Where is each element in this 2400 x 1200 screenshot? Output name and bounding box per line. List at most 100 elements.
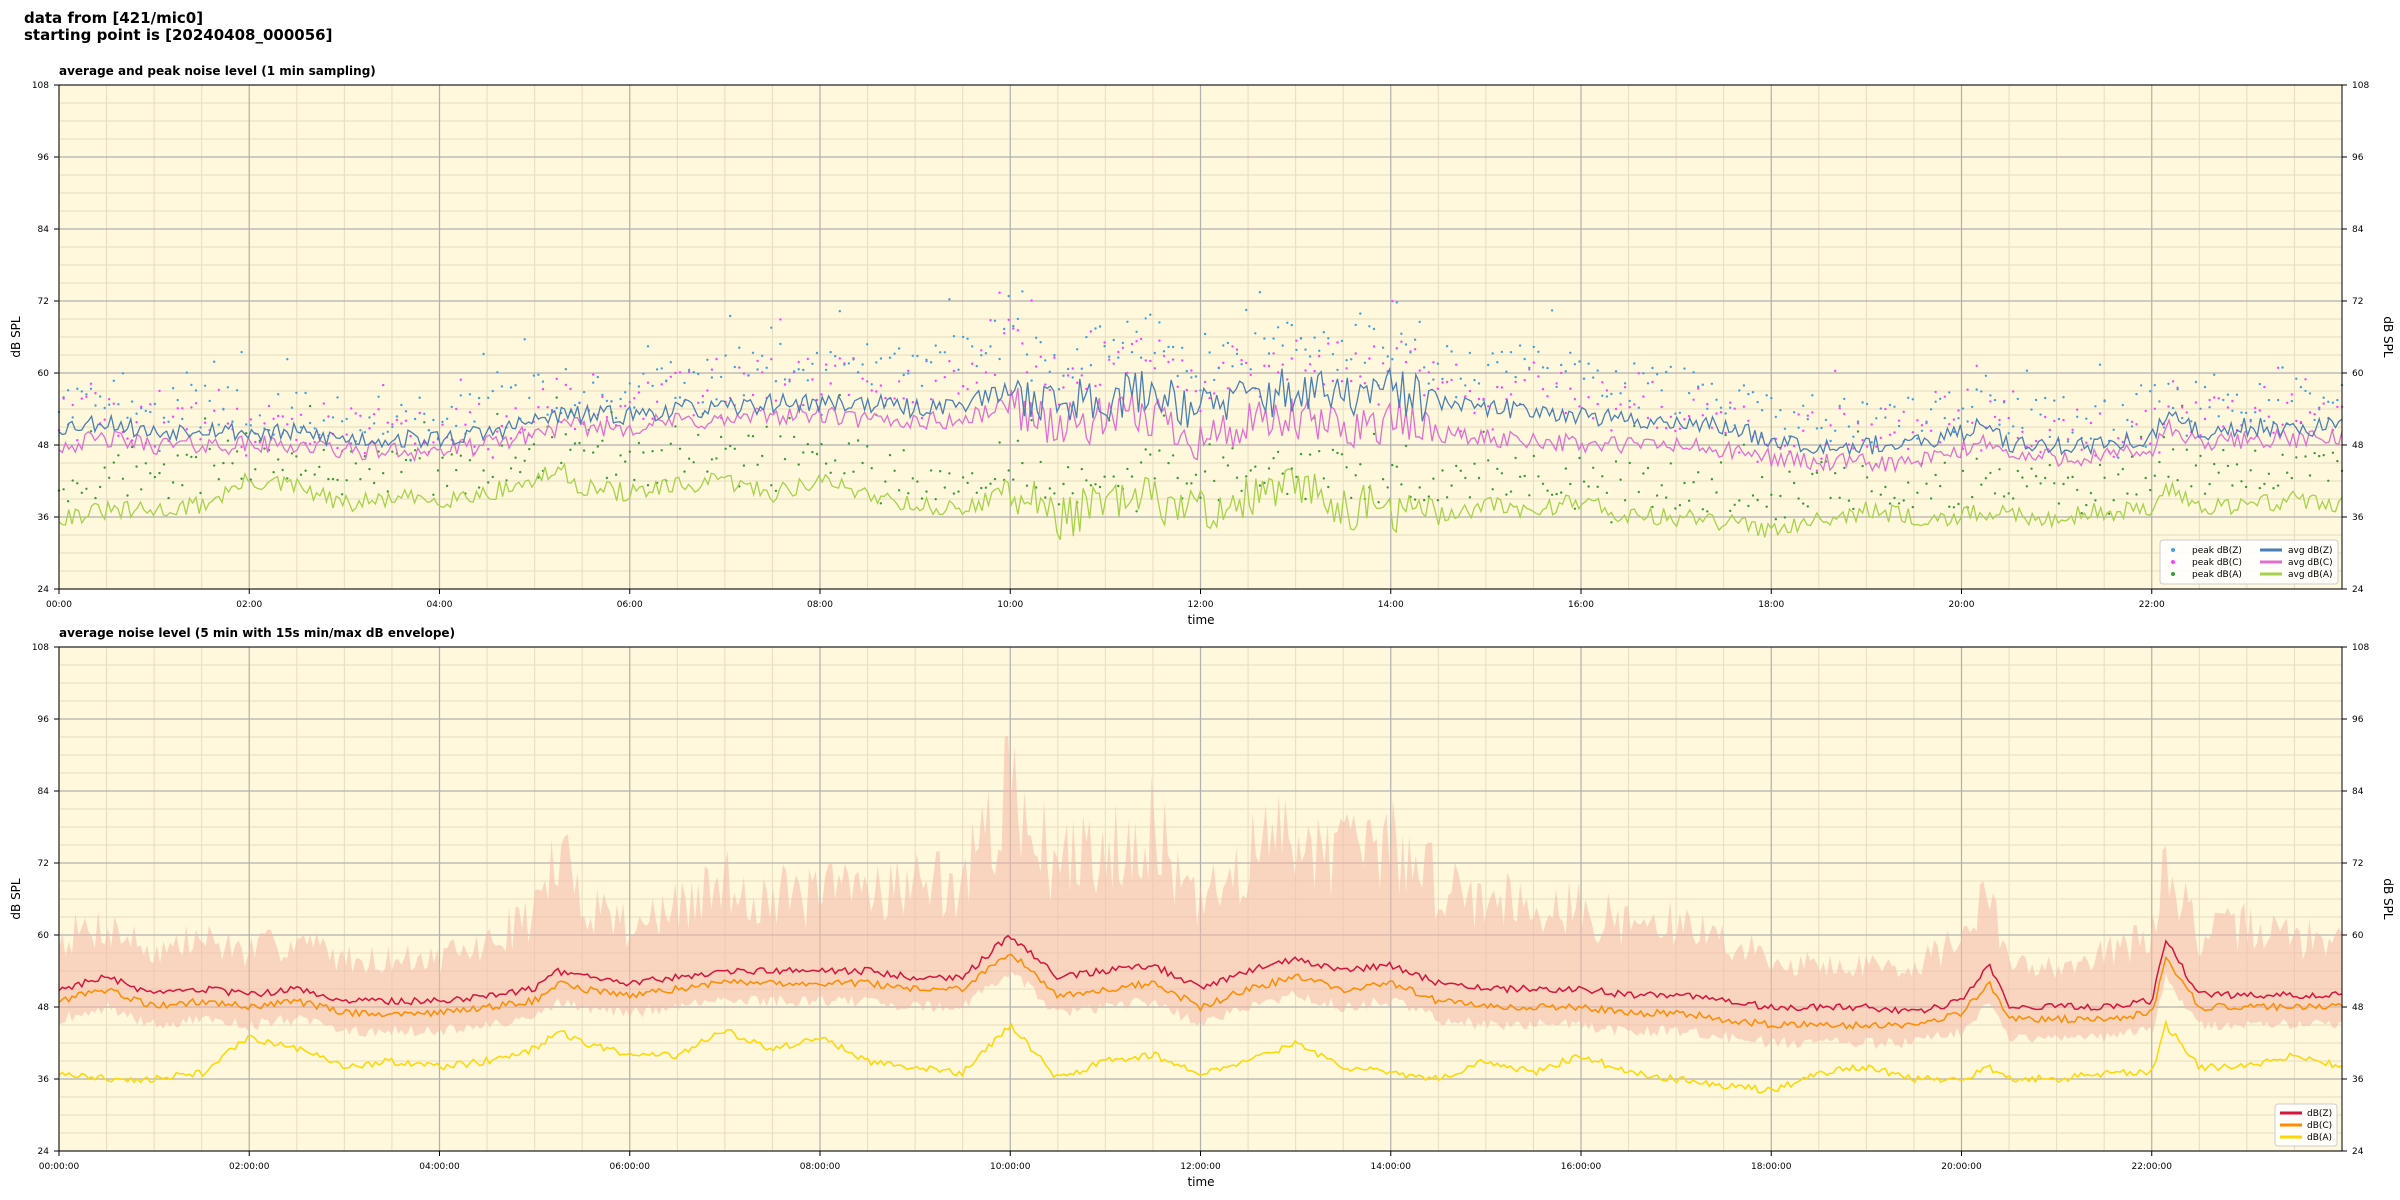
peak-point — [1473, 411, 1476, 415]
peak-point — [1108, 355, 1111, 358]
peak-point — [345, 417, 348, 421]
peak-point — [1176, 476, 1179, 480]
peak-point — [2254, 406, 2257, 410]
chart-bottom-ylabel-right: dB SPL — [2381, 878, 2395, 920]
peak-point — [1706, 407, 1709, 410]
peak-point — [290, 417, 294, 421]
peak-point — [856, 371, 860, 374]
peak-point — [1665, 426, 1668, 430]
legend-label: dB(Z) — [2307, 1109, 2332, 1119]
peak-point — [1459, 469, 1463, 472]
peak-point — [203, 417, 207, 420]
peak-point — [1601, 394, 1604, 397]
peak-point — [2276, 366, 2280, 369]
peak-point — [2071, 428, 2074, 431]
peak-point — [345, 433, 348, 436]
peak-point — [1053, 356, 1056, 359]
peak-point — [738, 366, 741, 369]
peak-point — [1025, 484, 1029, 487]
x-tick-label: 04:00:00 — [419, 1162, 460, 1172]
peak-point — [806, 442, 809, 446]
peak-point — [404, 410, 408, 413]
peak-point — [592, 381, 595, 384]
peak-point — [468, 393, 472, 396]
peak-point — [1336, 368, 1339, 372]
peak-point — [181, 417, 184, 421]
peak-point — [1856, 420, 1860, 423]
peak-point — [1413, 498, 1417, 501]
peak-point — [655, 400, 659, 403]
peak-point — [939, 351, 942, 354]
peak-point — [724, 447, 727, 450]
peak-point — [1318, 349, 1321, 352]
y-tick-label: 72 — [38, 297, 49, 307]
peak-point — [1911, 431, 1915, 434]
peak-point — [1760, 475, 1764, 479]
peak-point — [190, 383, 193, 387]
peak-point — [2025, 485, 2029, 488]
peak-point — [1879, 436, 1883, 439]
peak-point — [1993, 398, 1997, 402]
peak-point — [555, 377, 558, 380]
peak-point — [701, 394, 704, 398]
peak-point — [1267, 467, 1271, 470]
peak-point — [363, 452, 367, 455]
peak-point — [1601, 475, 1604, 478]
peak-point — [569, 387, 572, 391]
peak-point — [1861, 464, 1864, 468]
peak-point — [2030, 467, 2033, 470]
peak-point — [1655, 426, 1659, 429]
peak-point — [1126, 371, 1129, 375]
peak-point — [596, 375, 599, 379]
peak-point — [1076, 348, 1079, 351]
peak-point — [2112, 428, 2115, 431]
peak-point — [1359, 375, 1362, 378]
peak-point — [925, 358, 928, 361]
peak-point — [1934, 400, 1937, 403]
peak-point — [1665, 370, 1668, 374]
peak-point — [2213, 462, 2216, 466]
header-start: starting point is [20240408_000056] — [24, 26, 333, 44]
peak-point — [1249, 368, 1252, 371]
peak-point — [2176, 388, 2179, 391]
peak-point — [811, 362, 814, 365]
peak-point — [222, 461, 225, 465]
peak-point — [2272, 431, 2275, 434]
peak-point — [1039, 355, 1042, 358]
peak-point — [692, 414, 695, 417]
peak-point — [1623, 499, 1627, 502]
peak-point — [1907, 481, 1910, 484]
peak-point — [249, 424, 252, 427]
peak-point — [2007, 492, 2010, 495]
peak-point — [322, 448, 325, 452]
peak-point — [1350, 358, 1353, 361]
peak-point — [1500, 472, 1504, 475]
peak-point — [2222, 398, 2225, 402]
peak-point — [1870, 423, 1873, 426]
peak-point — [1929, 497, 1933, 500]
peak-point — [633, 406, 636, 409]
peak-point — [984, 486, 988, 489]
peak-point — [308, 442, 312, 445]
peak-point — [1030, 299, 1033, 302]
peak-point — [1929, 429, 1933, 432]
peak-point — [1834, 429, 1837, 432]
peak-point — [1386, 486, 1389, 489]
peak-point — [1003, 332, 1006, 335]
peak-point — [1130, 342, 1134, 346]
peak-point — [1706, 510, 1709, 513]
peak-point — [1473, 378, 1476, 382]
peak-point — [2167, 405, 2170, 408]
peak-point — [1245, 308, 1248, 312]
peak-point — [806, 379, 809, 382]
peak-point — [1076, 381, 1079, 384]
peak-point — [1427, 495, 1431, 498]
peak-point — [94, 404, 97, 407]
peak-point — [213, 360, 216, 363]
peak-point — [336, 478, 339, 482]
peak-point — [674, 425, 677, 428]
peak-point — [2021, 476, 2024, 479]
peak-point — [1199, 496, 1202, 499]
peak-point — [742, 464, 746, 467]
y-tick-label-right: 24 — [2352, 1147, 2364, 1157]
